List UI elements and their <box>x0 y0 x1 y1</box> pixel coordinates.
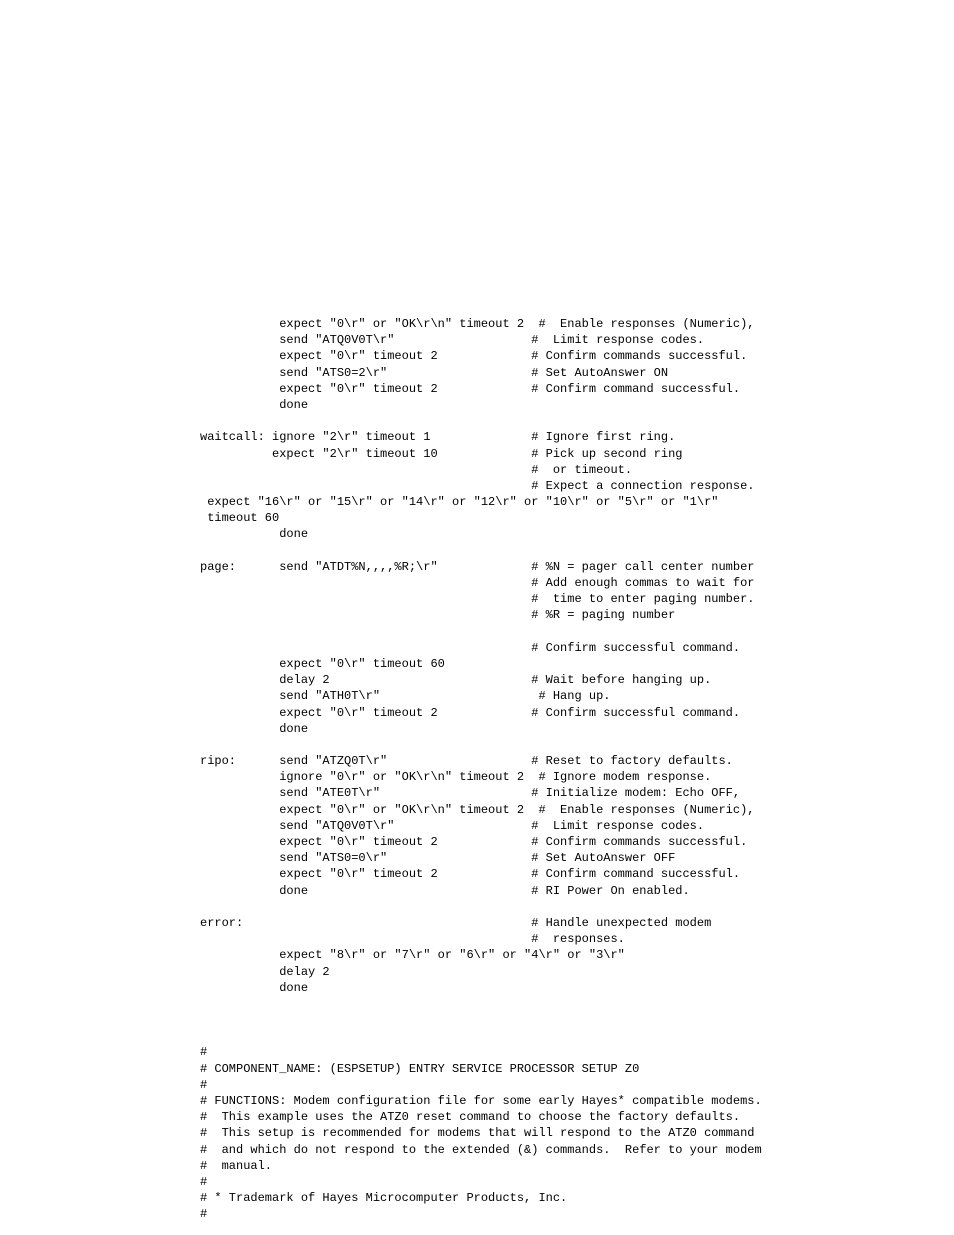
code-block: expect "0\r" or "OK\r\n" timeout 2 # Ena… <box>200 316 954 1223</box>
document-page: expect "0\r" or "OK\r\n" timeout 2 # Ena… <box>0 0 954 1235</box>
